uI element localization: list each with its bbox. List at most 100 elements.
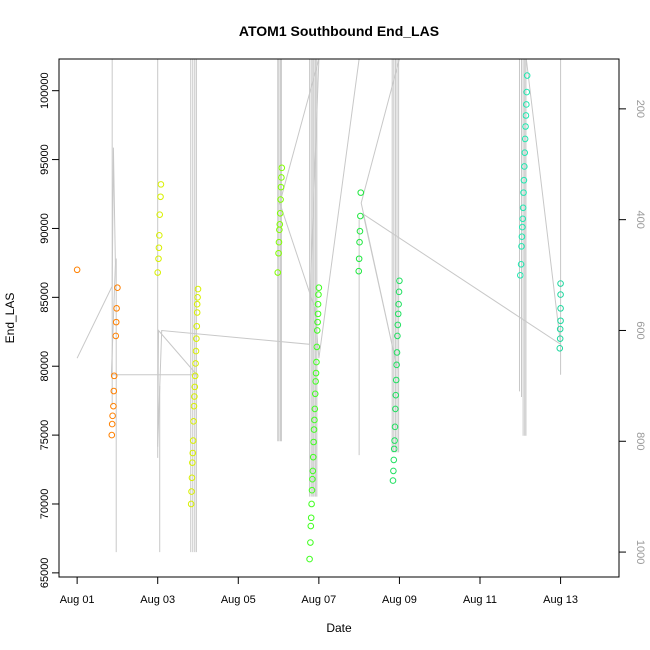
data-point [154, 269, 162, 276]
data-point [155, 255, 162, 263]
data-point [308, 500, 315, 508]
data-point [519, 204, 527, 212]
data-point [521, 163, 528, 170]
x-axis-label: Date [326, 621, 352, 635]
data-point [310, 426, 318, 433]
series-aug-13 [556, 280, 564, 352]
data-point [307, 539, 314, 546]
secondary-y-axis: 200 400 600 800 1000 [618, 100, 646, 564]
y-tick-label: 80000 [39, 351, 51, 382]
data-points [73, 72, 564, 563]
data-point [307, 522, 315, 530]
data-point [523, 88, 531, 96]
data-point [194, 294, 201, 301]
data-point [315, 284, 323, 291]
series-aug-03 [154, 181, 202, 508]
data-point [309, 467, 317, 475]
data-point [557, 317, 564, 325]
data-point [311, 416, 318, 424]
y2-tick-label: 200 [634, 100, 646, 118]
data-point [393, 361, 400, 369]
data-point [518, 233, 526, 241]
data-point [110, 372, 118, 380]
data-point [357, 189, 365, 196]
data-point [190, 418, 197, 425]
data-point [187, 500, 195, 508]
data-point [520, 176, 528, 184]
data-point [313, 343, 321, 351]
data-point [306, 555, 313, 563]
y-axis-label: End_LAS [3, 293, 17, 344]
data-point [193, 335, 200, 342]
data-point [556, 325, 564, 333]
data-point [557, 291, 564, 298]
data-point [193, 309, 201, 316]
data-point [113, 305, 120, 312]
data-point [189, 449, 197, 457]
data-point [275, 249, 282, 257]
y-axis: 65000 70000 75000 80000 85000 90000 95000 10000… [39, 72, 60, 589]
data-point [155, 244, 163, 252]
data-point [189, 437, 197, 444]
data-point [314, 300, 322, 308]
data-point [556, 345, 564, 352]
y-tick-label: 90000 [39, 213, 51, 244]
y-tick-label: 75000 [39, 420, 51, 451]
data-point [192, 347, 200, 355]
data-point [394, 310, 402, 318]
data-point [275, 238, 283, 246]
data-point [390, 467, 397, 475]
data-point [191, 372, 199, 380]
data-point [391, 437, 398, 444]
data-point [309, 453, 317, 461]
data-point [310, 438, 317, 446]
data-point [309, 475, 316, 483]
data-point [521, 149, 529, 156]
data-point [278, 164, 286, 172]
x-tick-label: Aug 05 [221, 594, 256, 606]
data-point [157, 181, 165, 188]
data-point [188, 488, 195, 495]
data-point [394, 332, 401, 340]
secondary-axis-lines [76, 58, 562, 553]
x-tick-label: Aug 03 [140, 594, 175, 606]
data-point [277, 196, 284, 203]
data-point [109, 412, 116, 420]
data-point [394, 321, 402, 329]
x-tick-label: Aug 11 [463, 594, 497, 606]
data-point [522, 112, 530, 119]
y-tick-label: 85000 [39, 282, 51, 313]
data-point [519, 215, 527, 223]
data-point [277, 183, 285, 191]
data-point [311, 405, 319, 413]
x-axis: Aug 01 Aug 03 Aug 05 Aug 07 Aug 09 Aug 11 Aug … [60, 576, 578, 606]
data-point [189, 459, 196, 466]
data-point [356, 238, 363, 246]
y-tick-label: 70000 [39, 489, 51, 520]
data-point [520, 189, 527, 196]
data-point [193, 300, 201, 308]
data-point [191, 393, 198, 400]
x-tick-label: Aug 01 [60, 594, 95, 606]
chart-title: ATOM1 Southbound End_LAS [239, 23, 439, 39]
data-point [390, 456, 398, 464]
data-point [518, 243, 525, 250]
data-point [308, 486, 316, 494]
y-tick-label: 65000 [39, 558, 51, 589]
data-point [313, 358, 320, 366]
data-point [395, 300, 402, 308]
data-point [314, 310, 322, 318]
data-point [313, 327, 321, 334]
data-point [112, 332, 120, 340]
data-point [108, 420, 116, 428]
series-aug-01 [73, 266, 121, 439]
data-point [522, 123, 529, 130]
series-aug-06 [274, 164, 286, 276]
data-point [278, 174, 285, 181]
y2-tick-label: 800 [634, 432, 646, 450]
data-point [516, 271, 524, 279]
data-point [389, 477, 397, 484]
data-point [355, 267, 363, 275]
data-point [314, 318, 321, 326]
